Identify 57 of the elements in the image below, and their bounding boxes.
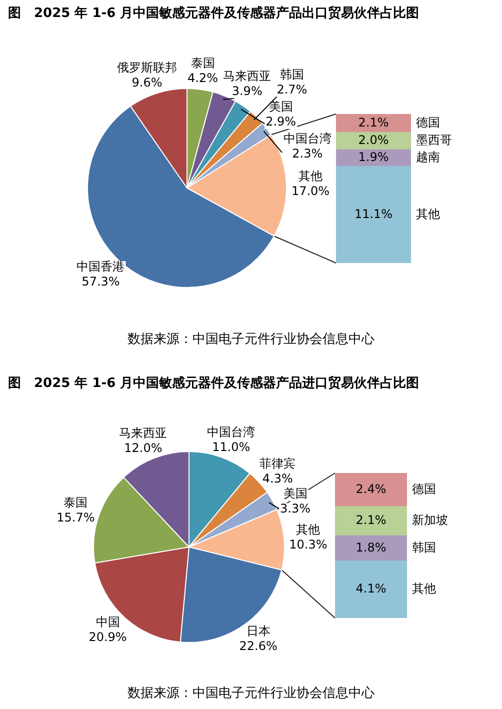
bar	[335, 473, 407, 507]
slice-label: 其他	[296, 522, 320, 537]
chart-title: 图 2025 年 1-6 月中国敏感元器件及传感器产品进口贸易伙伴占比图	[8, 374, 420, 392]
data-label: 1.8%	[356, 540, 386, 554]
bar	[335, 560, 407, 618]
series-label: 新加坡	[412, 513, 448, 528]
data-label: 11.0%	[212, 440, 250, 454]
data-label: 4.3%	[262, 471, 293, 486]
slice-label: 中国	[96, 614, 120, 629]
data-label: 2.3%	[292, 146, 323, 161]
bar	[335, 506, 407, 536]
slice-label: 菲律宾	[260, 456, 296, 470]
data-label: 2.1%	[358, 115, 389, 130]
data-label: 2.7%	[276, 82, 308, 96]
data-label: 3.3%	[280, 502, 311, 516]
slice-label: 中国台湾	[207, 424, 256, 439]
slice-label: 韩国	[280, 67, 304, 82]
bar	[335, 535, 407, 562]
data-label: 2.9%	[266, 114, 296, 129]
series-label: 墨西哥	[416, 133, 452, 148]
series-label: 韩国	[412, 540, 436, 554]
slice-label: 中国香港	[76, 260, 125, 274]
series-label: 德国	[416, 115, 440, 130]
slice-label: 泰国	[190, 56, 215, 70]
slice-label: 马来西亚	[119, 426, 168, 440]
slice-label: 美国	[268, 100, 293, 114]
series-label: 其他	[412, 582, 436, 596]
data-label: 4.2%	[188, 71, 218, 86]
data-label: 4.1%	[356, 582, 386, 596]
slice-label: 俄罗斯联邦	[117, 60, 178, 74]
data-label: 1.9%	[358, 150, 389, 164]
data-label: 3.9%	[232, 84, 262, 98]
data-label: 12.0%	[124, 441, 162, 456]
bar	[336, 166, 411, 263]
data-label: 9.6%	[132, 75, 162, 90]
series-label: 其他	[416, 206, 440, 221]
series-label: 德国	[412, 482, 436, 496]
data-label: 22.6%	[239, 639, 278, 654]
slice-label: 马来西亚	[223, 68, 272, 83]
data-label: 17.0%	[291, 184, 330, 198]
data-label: 11.1%	[354, 206, 393, 221]
data-label: 57.3%	[82, 274, 120, 289]
slice-label: 日本	[246, 624, 270, 638]
source-note: 数据来源：中国电子元件行业协会信息中心	[126, 331, 376, 348]
data-label: 20.9%	[88, 630, 127, 644]
slice-label: 美国	[283, 486, 308, 501]
data-label: 2.1%	[356, 513, 386, 528]
slice-label: 其他	[298, 169, 323, 184]
slice-label: 泰国	[64, 495, 88, 510]
data-label: 10.3%	[289, 538, 328, 552]
data-label: 2.4%	[356, 482, 386, 496]
chart-title: 图 2025 年 1-6 月中国敏感元器件及传感器产品出口贸易伙伴占比图	[8, 4, 420, 22]
series-label: 越南	[416, 150, 440, 164]
data-label: 15.7%	[56, 510, 95, 524]
slice-label: 中国台湾	[283, 132, 332, 146]
source-note: 数据来源：中国电子元件行业协会信息中心	[126, 685, 376, 702]
data-label: 2.0%	[358, 133, 389, 148]
